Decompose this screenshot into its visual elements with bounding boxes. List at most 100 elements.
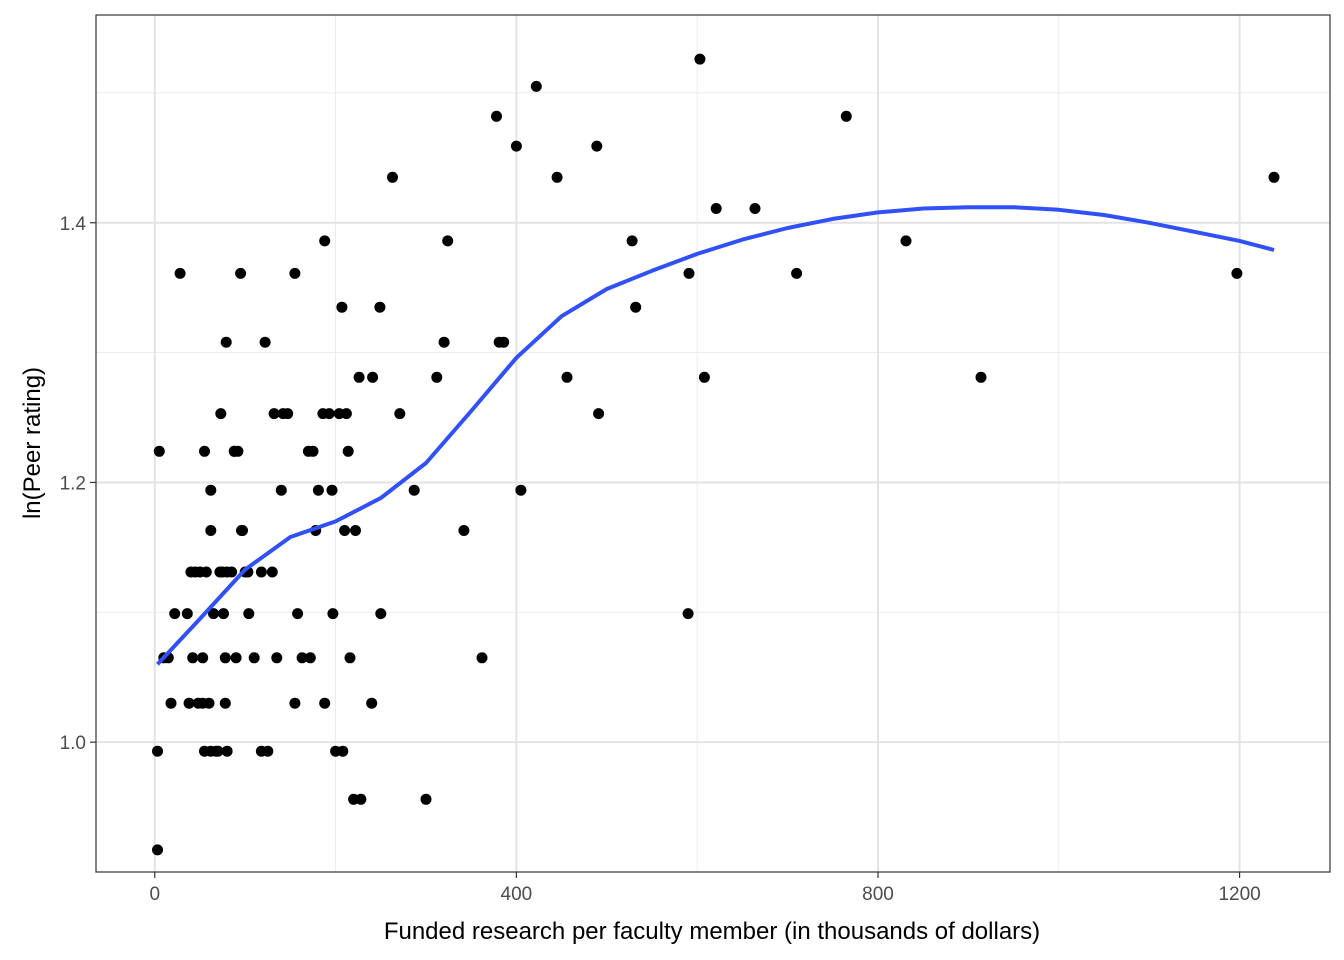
data-point (205, 484, 217, 496)
data-point (498, 336, 510, 348)
data-point (248, 652, 260, 664)
panel-border (95, 14, 1331, 873)
data-point (1231, 267, 1243, 279)
data-point (551, 171, 563, 183)
x-axis-ticks: 0 400 800 1200 (149, 872, 1261, 905)
data-point (694, 53, 706, 65)
y-axis-title: ln(Peer rating) (19, 367, 46, 519)
data-point (199, 445, 210, 457)
data-point (630, 301, 642, 313)
data-point (323, 408, 335, 420)
data-point (219, 652, 231, 664)
data-point (591, 140, 603, 152)
data-point (374, 301, 386, 313)
data-point (840, 110, 852, 122)
x-tick-label: 1200 (1218, 884, 1260, 905)
smooth-trend-line (156, 205, 1275, 666)
data-point (152, 745, 163, 757)
data-point (561, 371, 573, 383)
data-point (975, 371, 987, 383)
data-point (355, 793, 367, 805)
data-point (237, 525, 248, 536)
data-point (259, 336, 271, 348)
data-point (304, 652, 316, 664)
data-point (342, 445, 354, 457)
data-point (226, 566, 238, 578)
y-tick-label: 1.4 (60, 214, 87, 235)
data-point (476, 652, 488, 664)
x-axis-title: Funded research per faculty member (in t… (384, 918, 1040, 945)
data-point (275, 484, 287, 496)
data-point (682, 608, 694, 620)
data-point (200, 566, 212, 578)
data-point (710, 203, 722, 214)
data-point (510, 140, 522, 152)
data-point (344, 652, 356, 664)
data-point (235, 267, 247, 279)
data-point (205, 525, 217, 536)
data-point (626, 235, 638, 247)
data-point (153, 445, 165, 457)
x-tick-label: 0 (149, 884, 160, 905)
data-point (749, 203, 761, 214)
data-point (593, 408, 605, 420)
data-point (289, 267, 301, 279)
data-point (219, 697, 231, 709)
data-point (530, 80, 542, 92)
data-point (375, 608, 387, 620)
data-point (900, 235, 912, 247)
y-tick-label: 1.0 (60, 733, 86, 754)
major-gridlines (96, 15, 1330, 872)
data-point (438, 336, 450, 348)
data-point (307, 445, 319, 457)
data-point (220, 336, 232, 348)
data-point (215, 408, 227, 420)
data-point (271, 652, 283, 664)
data-point (230, 652, 242, 664)
data-point (243, 608, 255, 620)
data-point (350, 525, 361, 536)
data-point (262, 745, 274, 757)
data-point (266, 566, 278, 578)
data-point (353, 371, 365, 383)
data-point (221, 745, 233, 757)
data-point (212, 745, 224, 757)
data-point (339, 525, 351, 536)
data-point (268, 408, 280, 420)
data-point (218, 608, 229, 620)
data-point (255, 566, 267, 578)
data-point (296, 652, 308, 664)
data-point (367, 371, 379, 383)
data-point (394, 408, 406, 420)
data-point (326, 484, 338, 496)
data-point (336, 301, 348, 313)
data-point (515, 484, 527, 496)
data-point (152, 844, 163, 856)
data-point (366, 697, 378, 709)
x-tick-label: 400 (501, 884, 533, 905)
data-point (169, 608, 181, 620)
data-point (319, 235, 331, 247)
data-point (458, 525, 470, 536)
data-point (698, 371, 710, 383)
data-point (197, 652, 209, 664)
data-point (208, 608, 219, 620)
data-point (292, 608, 304, 620)
data-point (187, 652, 199, 664)
data-point (289, 697, 301, 709)
data-point (337, 745, 349, 757)
data-point (431, 371, 443, 383)
data-point (327, 608, 339, 620)
y-axis-ticks: 1.0 1.2 1.4 (60, 214, 96, 754)
data-point (791, 267, 803, 279)
data-point (203, 697, 215, 709)
y-tick-label: 1.2 (60, 473, 86, 494)
data-point (181, 608, 193, 620)
data-point (232, 445, 244, 457)
data-point (340, 408, 352, 420)
data-point (442, 235, 454, 247)
data-point (165, 697, 177, 709)
data-point (408, 484, 420, 496)
